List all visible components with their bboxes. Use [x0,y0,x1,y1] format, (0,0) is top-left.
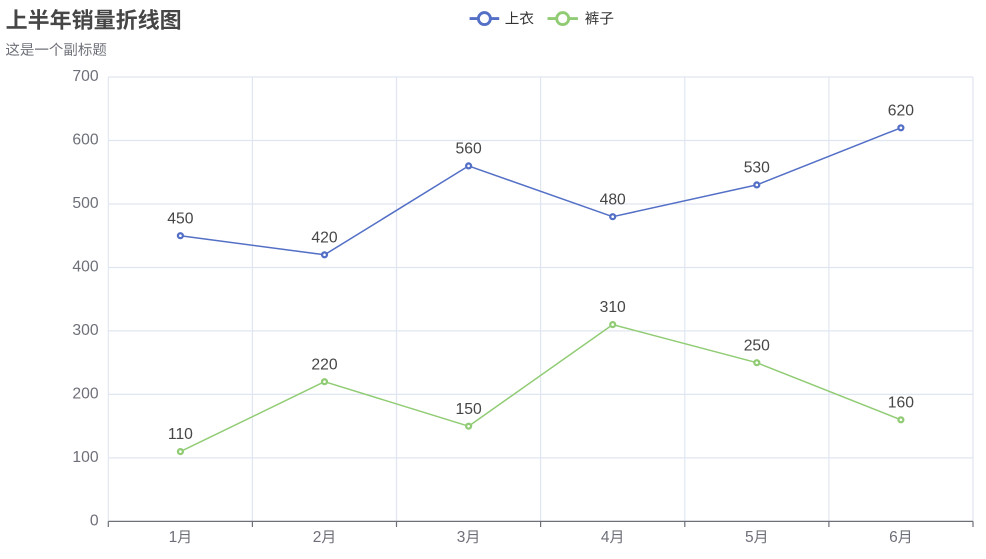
svg-text:700: 700 [72,68,98,85]
svg-text:1: 1 [169,529,178,546]
svg-text:220: 220 [311,356,337,373]
svg-text:450: 450 [167,210,193,227]
svg-text:110: 110 [168,426,193,443]
svg-text:560: 560 [456,141,482,158]
svg-text:500: 500 [72,195,98,212]
svg-text:250: 250 [744,337,770,354]
svg-text:0: 0 [90,512,99,529]
svg-text:200: 200 [72,385,98,402]
svg-text:400: 400 [72,258,98,275]
svg-text:420: 420 [311,229,337,246]
svg-text:530: 530 [744,160,770,177]
svg-text:6: 6 [889,529,898,546]
svg-text:620: 620 [888,102,914,119]
svg-text:150: 150 [456,401,482,418]
svg-text:2: 2 [313,529,322,546]
svg-text:480: 480 [600,191,626,208]
svg-text:3: 3 [457,529,466,546]
svg-text:600: 600 [72,131,98,148]
svg-text:100: 100 [72,449,98,466]
svg-text:310: 310 [600,299,626,316]
svg-text:160: 160 [888,394,914,411]
svg-text:300: 300 [72,322,98,339]
svg-text:4: 4 [601,529,610,546]
svg-text:5: 5 [745,529,754,546]
